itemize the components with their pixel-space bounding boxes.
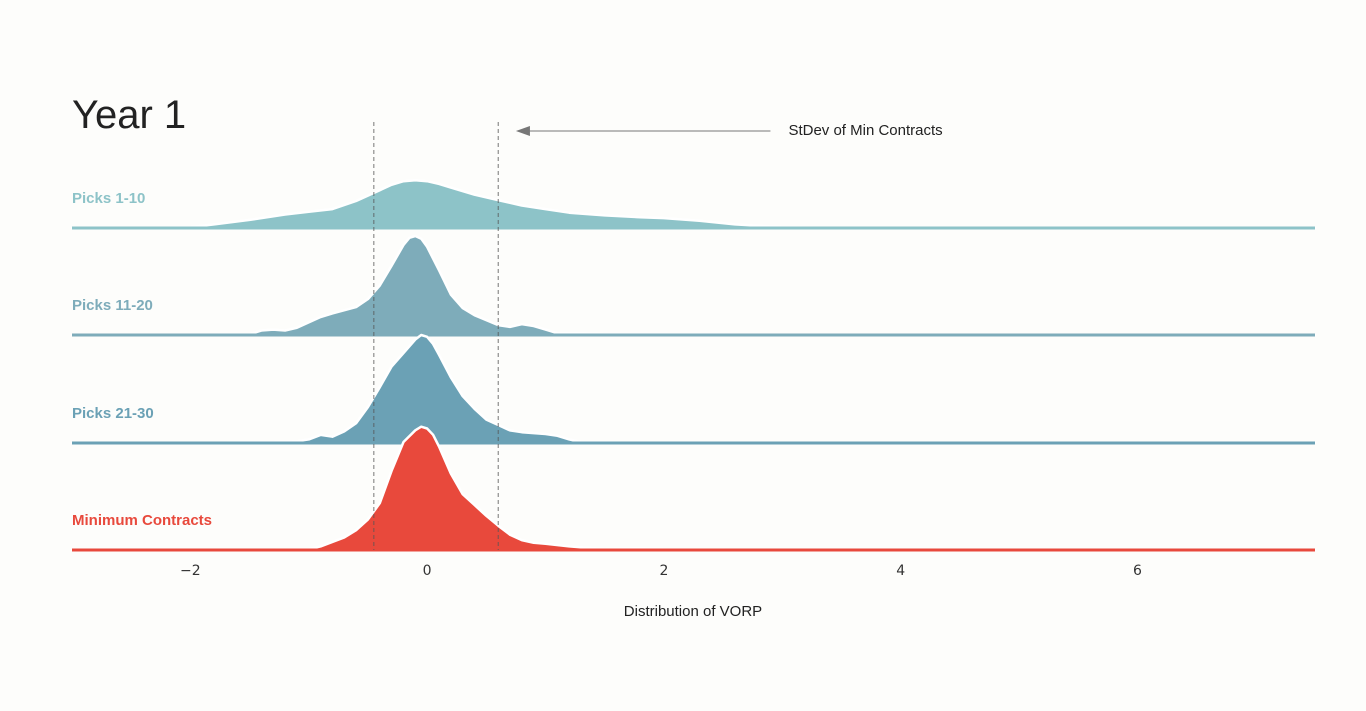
series-label: Picks 21-30 [72,405,154,422]
annotation: StDev of Min Contracts [515,122,943,139]
series-label: Picks 1-10 [72,190,145,207]
ridge-3: Minimum Contracts [70,425,1317,552]
x-tick-label: 0 [423,563,432,579]
x-tick-label: 6 [1133,563,1142,579]
ridge-2: Picks 21-30 [70,333,1317,445]
ridge-area [70,179,1317,230]
x-axis-label: Distribution of VORP [624,603,762,620]
chart-title: Year 1 [72,93,186,137]
ridge-1: Picks 11-20 [70,234,1317,337]
x-tick-label: −2 [180,563,201,579]
x-tick-label: 2 [659,563,668,579]
x-axis-ticks: −2 0 2 4 6 [180,563,1142,579]
annotation-arrow-head [515,126,530,136]
ridge-area [70,333,1317,445]
annotation-text: StDev of Min Contracts [788,122,942,139]
ridge-area [70,425,1317,552]
stdev-lines [373,122,499,550]
ridge-0: Picks 1-10 [70,179,1317,230]
series-label: Minimum Contracts [72,512,212,529]
ridges: Picks 1-10 Picks 11-20 Picks 21-30 Minimum … [70,179,1317,552]
ridge-area [70,234,1317,337]
x-tick-label: 4 [896,563,905,579]
series-label: Picks 11-20 [72,297,153,314]
